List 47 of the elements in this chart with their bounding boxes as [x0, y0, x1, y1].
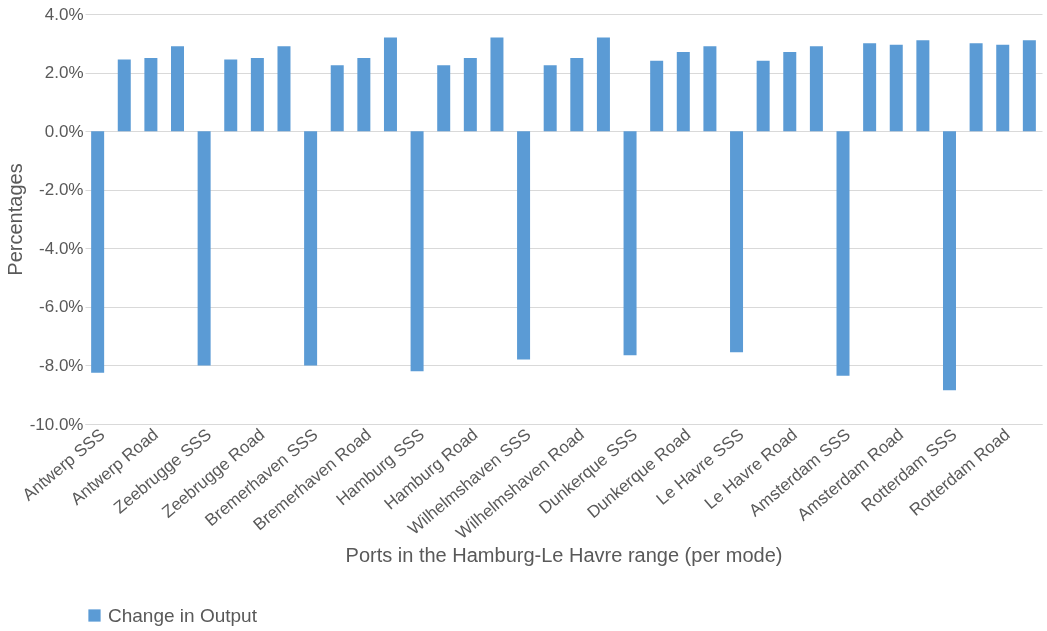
bar: [463, 57, 477, 132]
bar: [916, 40, 930, 132]
bar: [1022, 40, 1036, 132]
bar: [91, 131, 105, 373]
y-tick-label: 0.0%: [44, 121, 84, 141]
bar: [330, 65, 344, 132]
bar: [596, 37, 610, 132]
bar: [224, 59, 238, 132]
bar: [703, 46, 717, 132]
bar: [410, 131, 424, 372]
bar: [490, 37, 504, 132]
bar: [969, 43, 983, 132]
y-tick-label: -10.0%: [29, 414, 84, 434]
bar: [437, 65, 451, 132]
bar: [304, 131, 318, 366]
y-tick-label: -6.0%: [39, 297, 84, 317]
bar: [250, 57, 264, 132]
bar: [277, 46, 291, 132]
bar: [623, 131, 637, 356]
y-tick-label: -8.0%: [39, 355, 84, 375]
bar: [144, 57, 158, 132]
bar: [836, 131, 850, 376]
bar: [783, 52, 797, 132]
bar: [517, 131, 531, 360]
bar: [570, 57, 584, 132]
y-axis-title: Percentages: [3, 163, 26, 276]
bar: [863, 43, 877, 132]
bar: [676, 52, 690, 132]
legend-label: Change in Output: [108, 604, 258, 626]
bar: [543, 65, 557, 132]
x-axis-title: Ports in the Hamburg-Le Havre range (per mode): [345, 544, 783, 567]
bar: [942, 131, 956, 391]
bar: [809, 46, 823, 132]
bar: [996, 44, 1010, 132]
bar: [730, 131, 744, 353]
bar: [171, 46, 185, 132]
bar: [197, 131, 211, 366]
bar: [889, 44, 903, 132]
bar: [650, 60, 664, 132]
y-tick-label: -4.0%: [39, 238, 84, 258]
y-tick-label: 4.0%: [44, 4, 84, 24]
bar: [117, 59, 131, 132]
y-tick-label: 2.0%: [44, 63, 84, 83]
y-tick-label: -2.0%: [39, 180, 84, 200]
bar: [756, 60, 770, 132]
bar: [383, 37, 397, 132]
bar: [357, 57, 371, 132]
